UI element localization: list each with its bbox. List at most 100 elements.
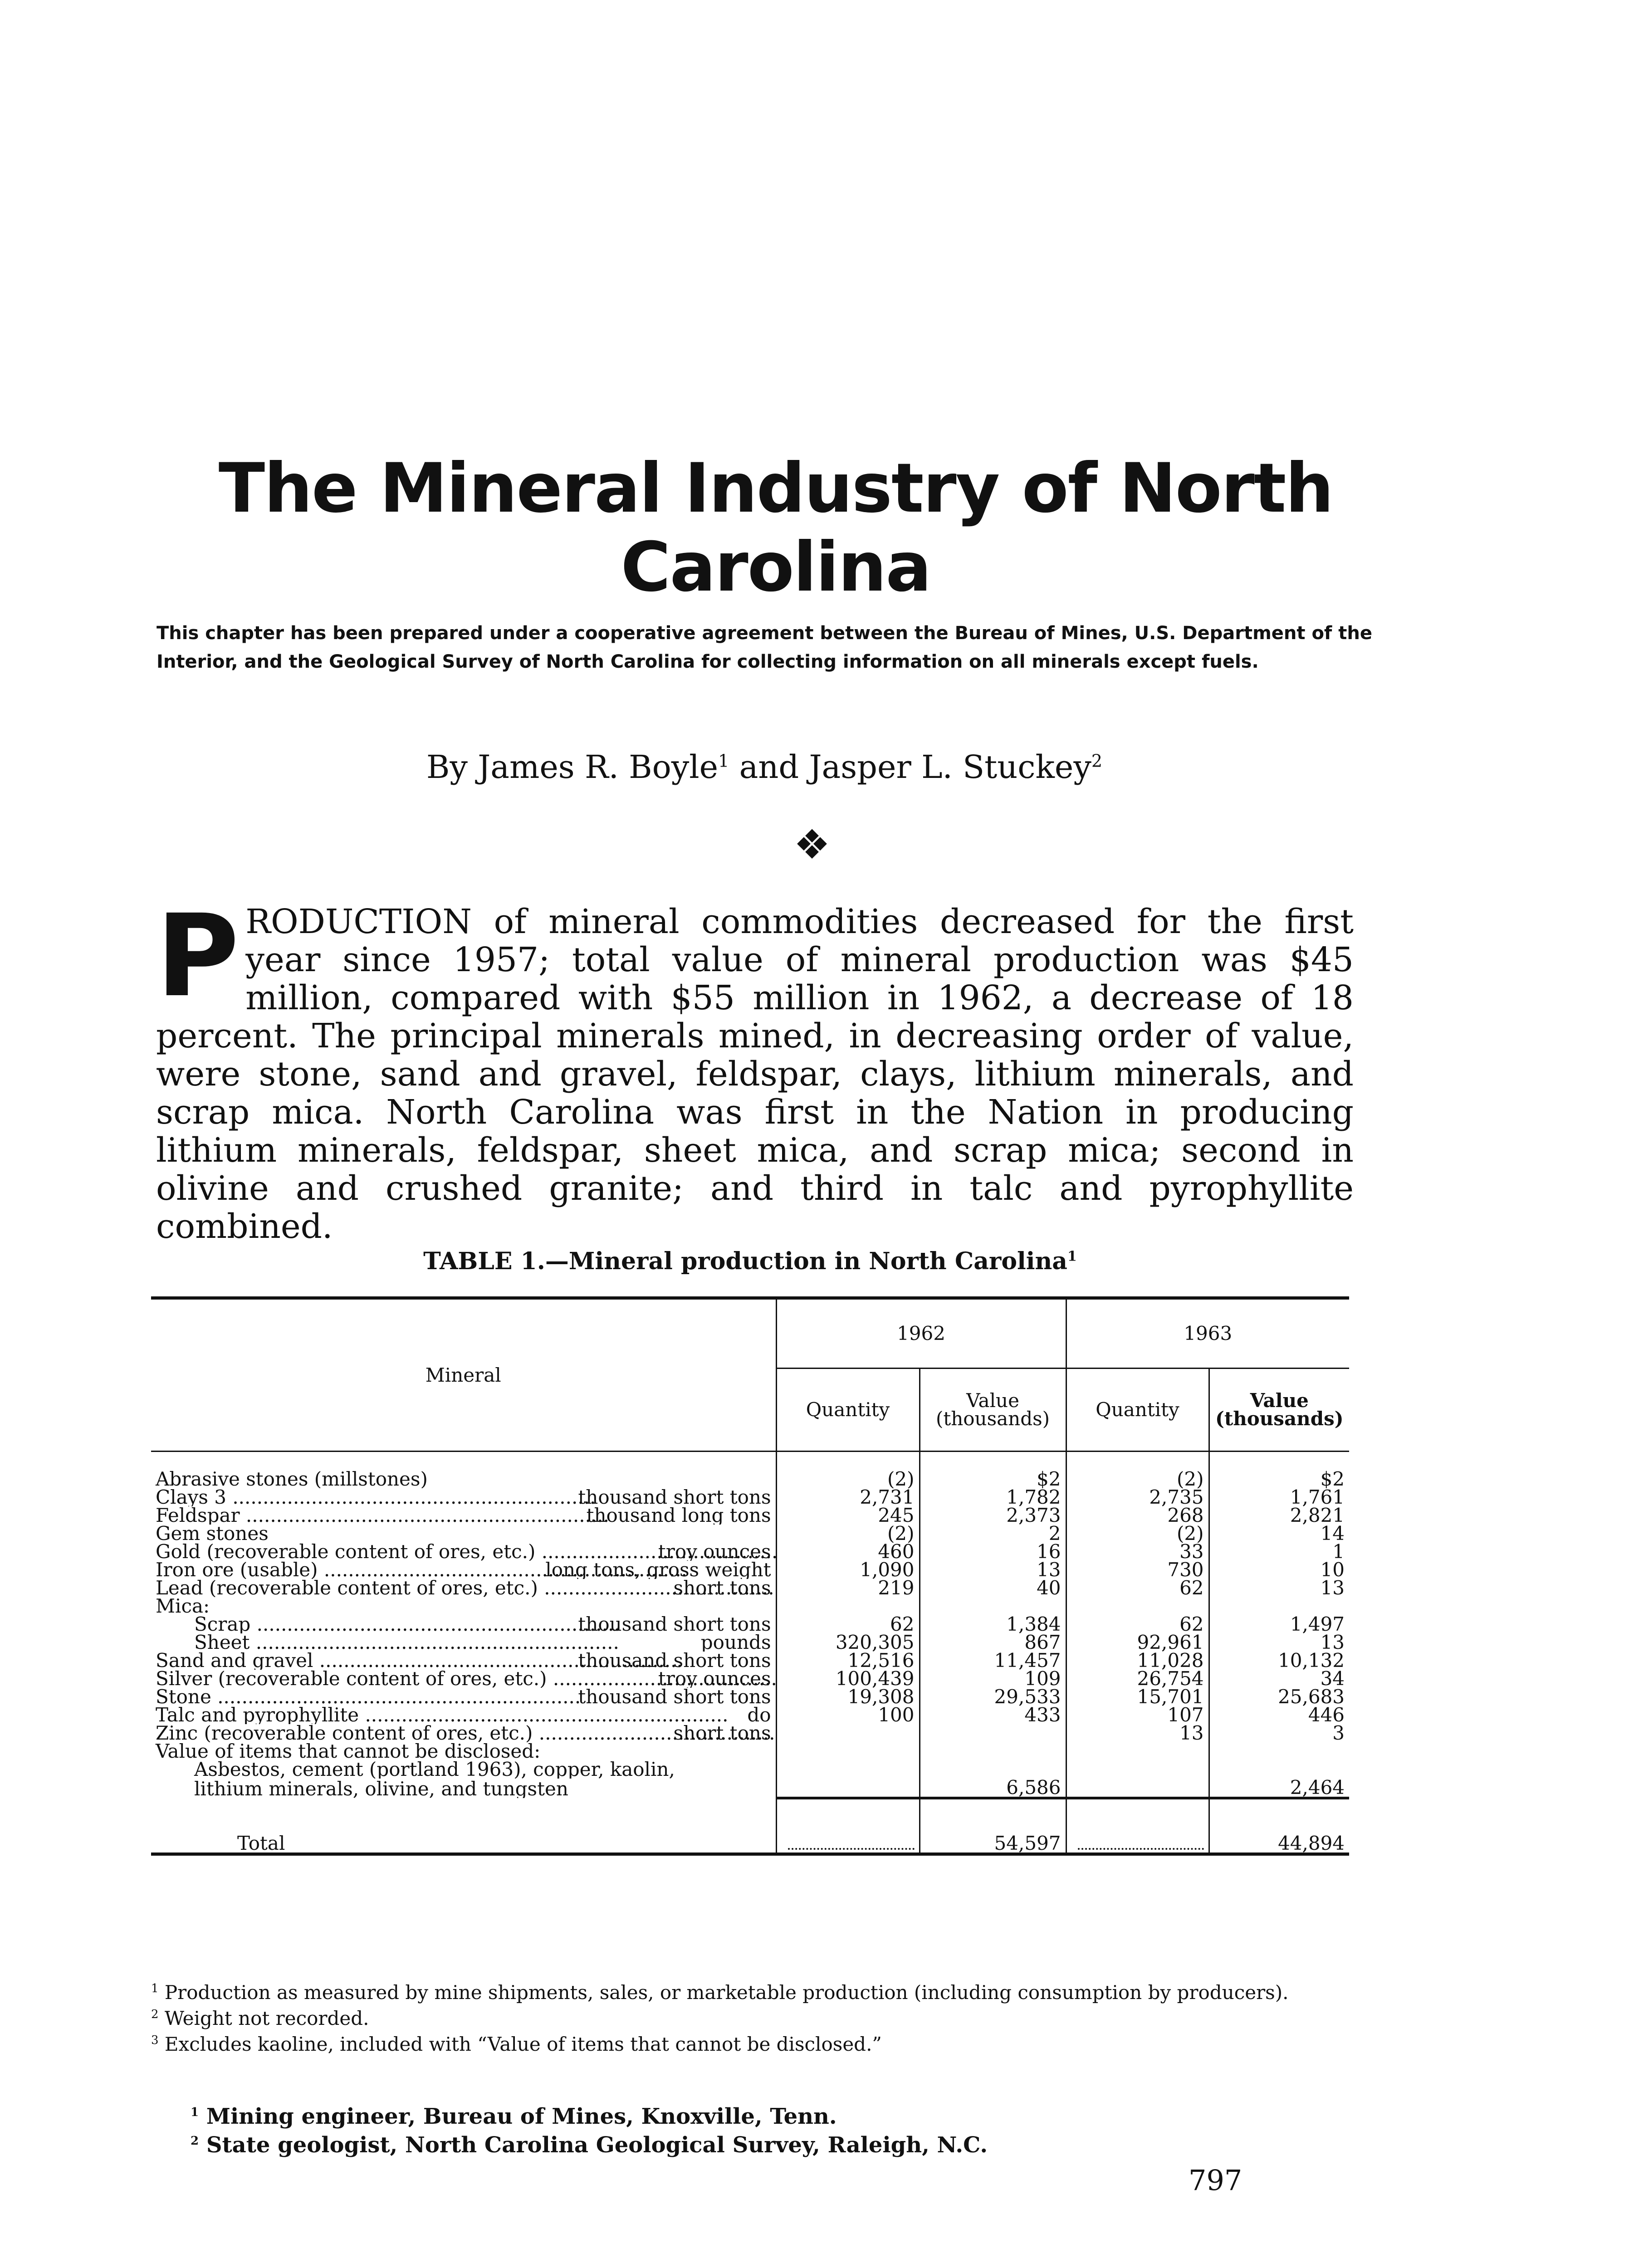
author-note-text: State geologist, North Carolina Geologic… xyxy=(206,2132,988,2158)
mineral-unit: thousand short tons xyxy=(576,1488,771,1506)
author-2-mark: 2 xyxy=(1091,751,1103,771)
author-footnotes: 1 Mining engineer, Bureau of Mines, Knox… xyxy=(191,2100,1370,2157)
cell-v1962: 433 xyxy=(919,1706,1066,1725)
mineral-name: Silver (recoverable content of ores, etc… xyxy=(156,1670,547,1688)
table-row: thousand short tons Sand and gravel .....… xyxy=(151,1651,1350,1670)
cell-v1962: 11,457 xyxy=(919,1651,1066,1670)
cell-v1963 xyxy=(1208,1597,1350,1615)
cell-q1963 xyxy=(1065,1779,1209,1798)
footnote: 1 Production as measured by mine shipmen… xyxy=(151,1978,1367,2004)
mineral-unit: long tons, gross weight xyxy=(543,1561,771,1579)
cell-q1963: 62 xyxy=(1065,1579,1209,1598)
cell-v1962: 29,533 xyxy=(919,1687,1066,1706)
cell-q1962: 460 xyxy=(775,1542,920,1561)
cell-v1962 xyxy=(919,1724,1066,1742)
mineral-unit: short tons xyxy=(671,1724,771,1742)
total-v1962: 54,597 xyxy=(919,1797,1066,1856)
footnote-mark: 1 xyxy=(151,1982,159,1995)
leader-dots xyxy=(788,1848,915,1850)
cell-v1963: 2,464 xyxy=(1208,1778,1350,1798)
mineral-name: Gem stones xyxy=(156,1525,269,1543)
chapter-note: This chapter has been prepared under a c… xyxy=(157,623,1372,672)
cell-q1963 xyxy=(1065,1760,1209,1779)
cell-v1962: 2,373 xyxy=(919,1506,1066,1525)
cell-q1963: (2) xyxy=(1065,1524,1209,1543)
cell-v1963: 1,761 xyxy=(1208,1488,1350,1507)
cell-v1963: 1 xyxy=(1208,1542,1350,1561)
cell-q1962 xyxy=(775,1724,920,1742)
header-value-label: Value xyxy=(1250,1389,1309,1412)
cell-q1963: 13 xyxy=(1065,1724,1209,1743)
mineral-cell: troy ounces Gold (recoverable content of … xyxy=(151,1543,776,1561)
cell-q1962 xyxy=(775,1742,920,1760)
mineral-name: Sand and gravel xyxy=(156,1652,313,1670)
mineral-unit: short tons xyxy=(671,1579,771,1597)
cell-q1963: 26,754 xyxy=(1065,1669,1209,1688)
cell-v1963: 446 xyxy=(1208,1706,1350,1725)
cell-v1963 xyxy=(1208,1760,1350,1779)
cell-q1963: 2,735 xyxy=(1065,1488,1209,1507)
cell-q1962: (2) xyxy=(775,1451,920,1488)
cell-v1963: 14 xyxy=(1208,1524,1350,1543)
mineral-unit: thousand long tons xyxy=(584,1506,771,1525)
table-row: Asbestos, cement (portland 1963), copper… xyxy=(151,1760,1350,1779)
byline: By James R. Boyle1 and Jasper L. Stuckey… xyxy=(157,748,1372,786)
cell-v1963: 25,683 xyxy=(1208,1687,1350,1706)
cell-q1963: 268 xyxy=(1065,1506,1209,1525)
total-v1963: 44,894 xyxy=(1208,1797,1350,1856)
mineral-cell: pounds Sheet ............................… xyxy=(151,1633,776,1652)
mineral-name: Talc and pyrophyllite xyxy=(156,1706,359,1724)
cell-q1962 xyxy=(775,1597,920,1615)
cell-q1962: 245 xyxy=(775,1506,920,1525)
cell-v1963: 13 xyxy=(1208,1633,1350,1652)
table-row: short tons Lead (recoverable content of o… xyxy=(151,1579,1350,1598)
cell-v1962: 867 xyxy=(919,1633,1066,1652)
header-value-unit: (thousands) xyxy=(1215,1408,1344,1430)
ornament-icon: ❖ xyxy=(793,821,831,869)
cell-q1963: (2) xyxy=(1065,1451,1209,1488)
cell-q1962: 2,731 xyxy=(775,1488,920,1507)
mineral-cell: thousand short tons Clays 3 .............… xyxy=(151,1488,776,1506)
cell-v1963: 13 xyxy=(1208,1579,1350,1598)
table-row: troy ounces Gold (recoverable content of … xyxy=(151,1542,1350,1561)
cell-v1963: 3 xyxy=(1208,1724,1350,1743)
mineral-cell: Gem stones xyxy=(151,1525,776,1543)
cell-v1963 xyxy=(1208,1742,1350,1760)
cell-v1962: 1,782 xyxy=(919,1488,1066,1507)
mineral-name: Zinc (recoverable content of ores, etc.) xyxy=(156,1724,533,1742)
author-1-mark: 1 xyxy=(718,751,729,771)
mineral-name: Abrasive stones (millstones) xyxy=(156,1468,428,1489)
total-empty xyxy=(1065,1797,1209,1856)
mineral-name: Gold (recoverable content of ores, etc.) xyxy=(156,1543,536,1561)
cell-v1962: 16 xyxy=(919,1542,1066,1561)
mineral-cell: do Talc and pyrophyllite ................… xyxy=(151,1706,776,1724)
mineral-name: Value of items that cannot be disclosed: xyxy=(156,1742,541,1760)
cell-v1963: 2,821 xyxy=(1208,1506,1350,1525)
author-note: 2 State geologist, North Carolina Geolog… xyxy=(191,2129,1370,2157)
mineral-production-table: Mineral 1962 1963 Quantity Value (thousan… xyxy=(151,1296,1350,1856)
cell-q1962: 100 xyxy=(775,1706,920,1725)
mineral-name: Feldspar xyxy=(156,1506,240,1525)
cell-v1962 xyxy=(919,1742,1066,1760)
author-note-text: Mining engineer, Bureau of Mines, Knoxvi… xyxy=(206,2104,837,2129)
cell-q1962 xyxy=(775,1760,920,1779)
header-quantity-1962: Quantity xyxy=(775,1368,920,1452)
author-note-mark: 2 xyxy=(191,2134,199,2148)
mineral-cell: short tons Lead (recoverable content of o… xyxy=(151,1579,776,1597)
cell-v1963: 10,132 xyxy=(1208,1651,1350,1670)
cell-v1962: 6,586 xyxy=(919,1778,1066,1798)
byline-prefix: By xyxy=(426,748,468,786)
cell-v1962: 109 xyxy=(919,1669,1066,1688)
cell-v1962: 13 xyxy=(919,1560,1066,1579)
header-value-unit: (thousands) xyxy=(935,1408,1050,1430)
cell-q1962: (2) xyxy=(775,1524,920,1543)
cell-q1963 xyxy=(1065,1597,1209,1615)
mineral-name: Lead (recoverable content of ores, etc.) xyxy=(156,1579,538,1597)
table-row: thousand long tons Feldspar .............… xyxy=(151,1506,1350,1525)
intro-paragraph: P RODUCTION of mineral commodities decrea… xyxy=(156,899,1354,1246)
cell-q1962 xyxy=(775,1779,920,1798)
mineral-unit: troy ounces xyxy=(656,1670,771,1688)
cell-v1963: 10 xyxy=(1208,1560,1350,1579)
table-row: thousand short tons Clays 3 .............… xyxy=(151,1488,1350,1507)
table-row: do Talc and pyrophyllite ................… xyxy=(151,1706,1350,1725)
